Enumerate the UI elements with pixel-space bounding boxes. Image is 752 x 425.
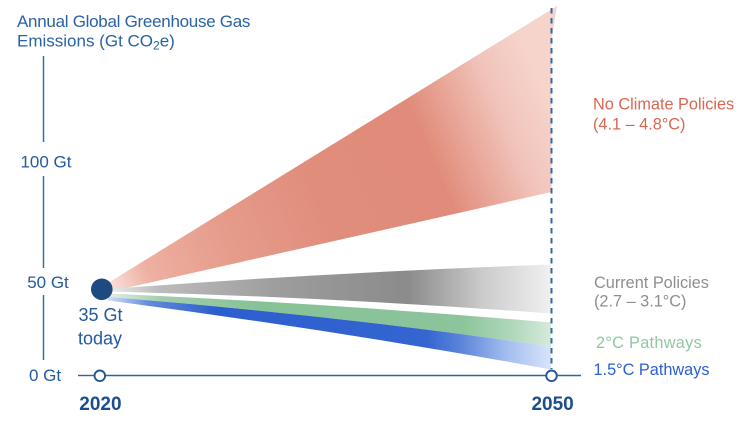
svg-text:Current Policies: Current Policies — [594, 274, 709, 292]
svg-text:35 Gt: 35 Gt — [79, 305, 123, 325]
svg-text:0 Gt: 0 Gt — [29, 366, 61, 385]
svg-text:2020: 2020 — [79, 394, 121, 415]
svg-text:2050: 2050 — [531, 394, 573, 415]
svg-text:50 Gt: 50 Gt — [27, 273, 69, 292]
svg-text:1.5°C Pathways: 1.5°C Pathways — [594, 361, 710, 379]
svg-text:100 Gt: 100 Gt — [20, 153, 71, 172]
svg-text:No Climate Policies: No Climate Policies — [593, 96, 734, 114]
svg-text:(2.7 – 3.1°C): (2.7 – 3.1°C) — [594, 292, 686, 310]
svg-text:today: today — [78, 329, 122, 349]
svg-text:(4.1 – 4.8°C): (4.1 – 4.8°C) — [593, 116, 685, 134]
svg-text:2°C Pathways: 2°C Pathways — [596, 334, 702, 352]
svg-text:Annual Global Greenhouse Gas: Annual Global Greenhouse Gas — [17, 12, 250, 31]
svg-text:Emissions (Gt CO2e): Emissions (Gt CO2e) — [17, 32, 175, 53]
